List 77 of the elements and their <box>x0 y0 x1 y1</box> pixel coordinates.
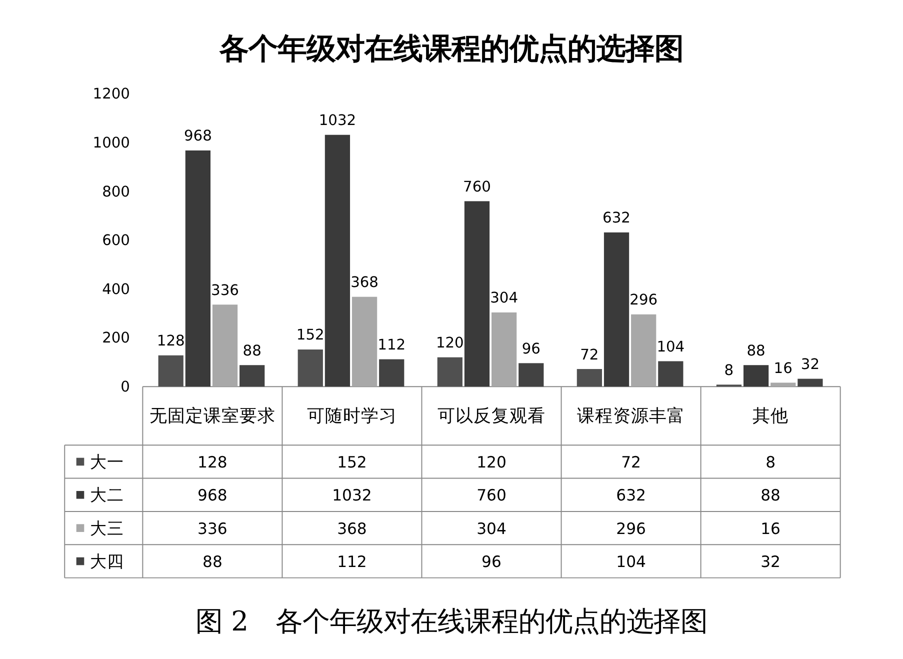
legend-label: 大三 <box>90 518 124 538</box>
x-tick-label: 其他 <box>752 406 789 427</box>
text: 128 <box>156 332 185 350</box>
text: 296 <box>630 292 658 309</box>
bar <box>743 365 769 387</box>
data-label: 632 <box>616 486 646 505</box>
data-label: 304 <box>476 520 506 538</box>
data-label: 32 <box>760 553 780 572</box>
bar <box>492 312 517 387</box>
data-label: 296 <box>616 520 646 538</box>
legend-label: 大一 <box>90 452 124 472</box>
bar <box>185 150 210 387</box>
text: 368 <box>350 274 378 292</box>
text: 16 <box>774 360 792 377</box>
data-label: 72 <box>621 454 641 472</box>
bar <box>464 201 490 387</box>
data-label: 112 <box>337 553 367 572</box>
data-label: 120 <box>476 454 506 472</box>
text: 120 <box>436 334 464 352</box>
text: 112 <box>378 336 406 354</box>
chart-title: 各个年级对在线课程的优点的选择图 <box>218 32 684 66</box>
bar <box>379 359 404 387</box>
text: 760 <box>463 178 491 196</box>
data-label: 8 <box>766 454 776 472</box>
x-tick-label: 无固定课室要求 <box>149 406 276 427</box>
data-label: 16 <box>760 520 780 538</box>
data-label: 760 <box>476 486 506 505</box>
text: 88 <box>242 342 262 360</box>
bar <box>798 378 823 387</box>
bar <box>576 369 602 387</box>
y-tick-label: 200 <box>102 330 130 347</box>
bar <box>352 296 378 387</box>
bar <box>437 357 462 387</box>
text: 632 <box>602 210 630 227</box>
data-label: 1032 <box>332 486 372 505</box>
data-label: 104 <box>616 553 646 572</box>
caption: 图 2 各个年级对在线课程的优点的选择图 <box>195 606 708 638</box>
data-label: 88 <box>202 553 222 572</box>
y-tick-label: 1200 <box>92 86 130 103</box>
text: 336 <box>211 282 239 299</box>
bar <box>324 134 350 387</box>
bar <box>604 232 630 387</box>
y-tick-label: 1000 <box>92 134 130 152</box>
text: 88 <box>746 342 766 360</box>
text: 304 <box>490 290 518 307</box>
y-tick-label: 400 <box>102 280 130 298</box>
data-label: 152 <box>337 454 367 472</box>
bar <box>631 314 656 387</box>
data-label: 968 <box>198 486 228 505</box>
x-tick-label: 课程资源丰富 <box>577 406 686 427</box>
data-label: 128 <box>198 454 228 472</box>
y-tick-label: 600 <box>102 232 130 250</box>
text: 96 <box>522 340 540 358</box>
data-label: 88 <box>760 486 780 505</box>
text: 32 <box>800 356 820 374</box>
data-label: 336 <box>198 520 228 538</box>
text: 968 <box>184 128 212 145</box>
text: 72 <box>580 346 599 364</box>
bar <box>658 361 684 387</box>
bar <box>240 365 265 387</box>
y-tick-label: 800 <box>102 183 130 200</box>
bar <box>518 363 544 387</box>
legend-label: 大四 <box>90 552 124 572</box>
bar <box>212 304 238 387</box>
text: 1032 <box>318 112 356 130</box>
y-tick-label: 0 <box>120 378 130 396</box>
legend-label: 大二 <box>90 486 124 505</box>
bar <box>298 350 323 387</box>
bar <box>158 355 184 387</box>
x-tick-label: 可随时学习 <box>306 406 397 427</box>
text: 152 <box>296 326 324 344</box>
x-tick-label: 可以反复观看 <box>438 406 546 427</box>
text: 104 <box>656 338 685 356</box>
bar <box>770 382 796 387</box>
data-label: 368 <box>337 520 367 538</box>
text: 8 <box>724 362 734 379</box>
data-label: 96 <box>482 553 502 572</box>
